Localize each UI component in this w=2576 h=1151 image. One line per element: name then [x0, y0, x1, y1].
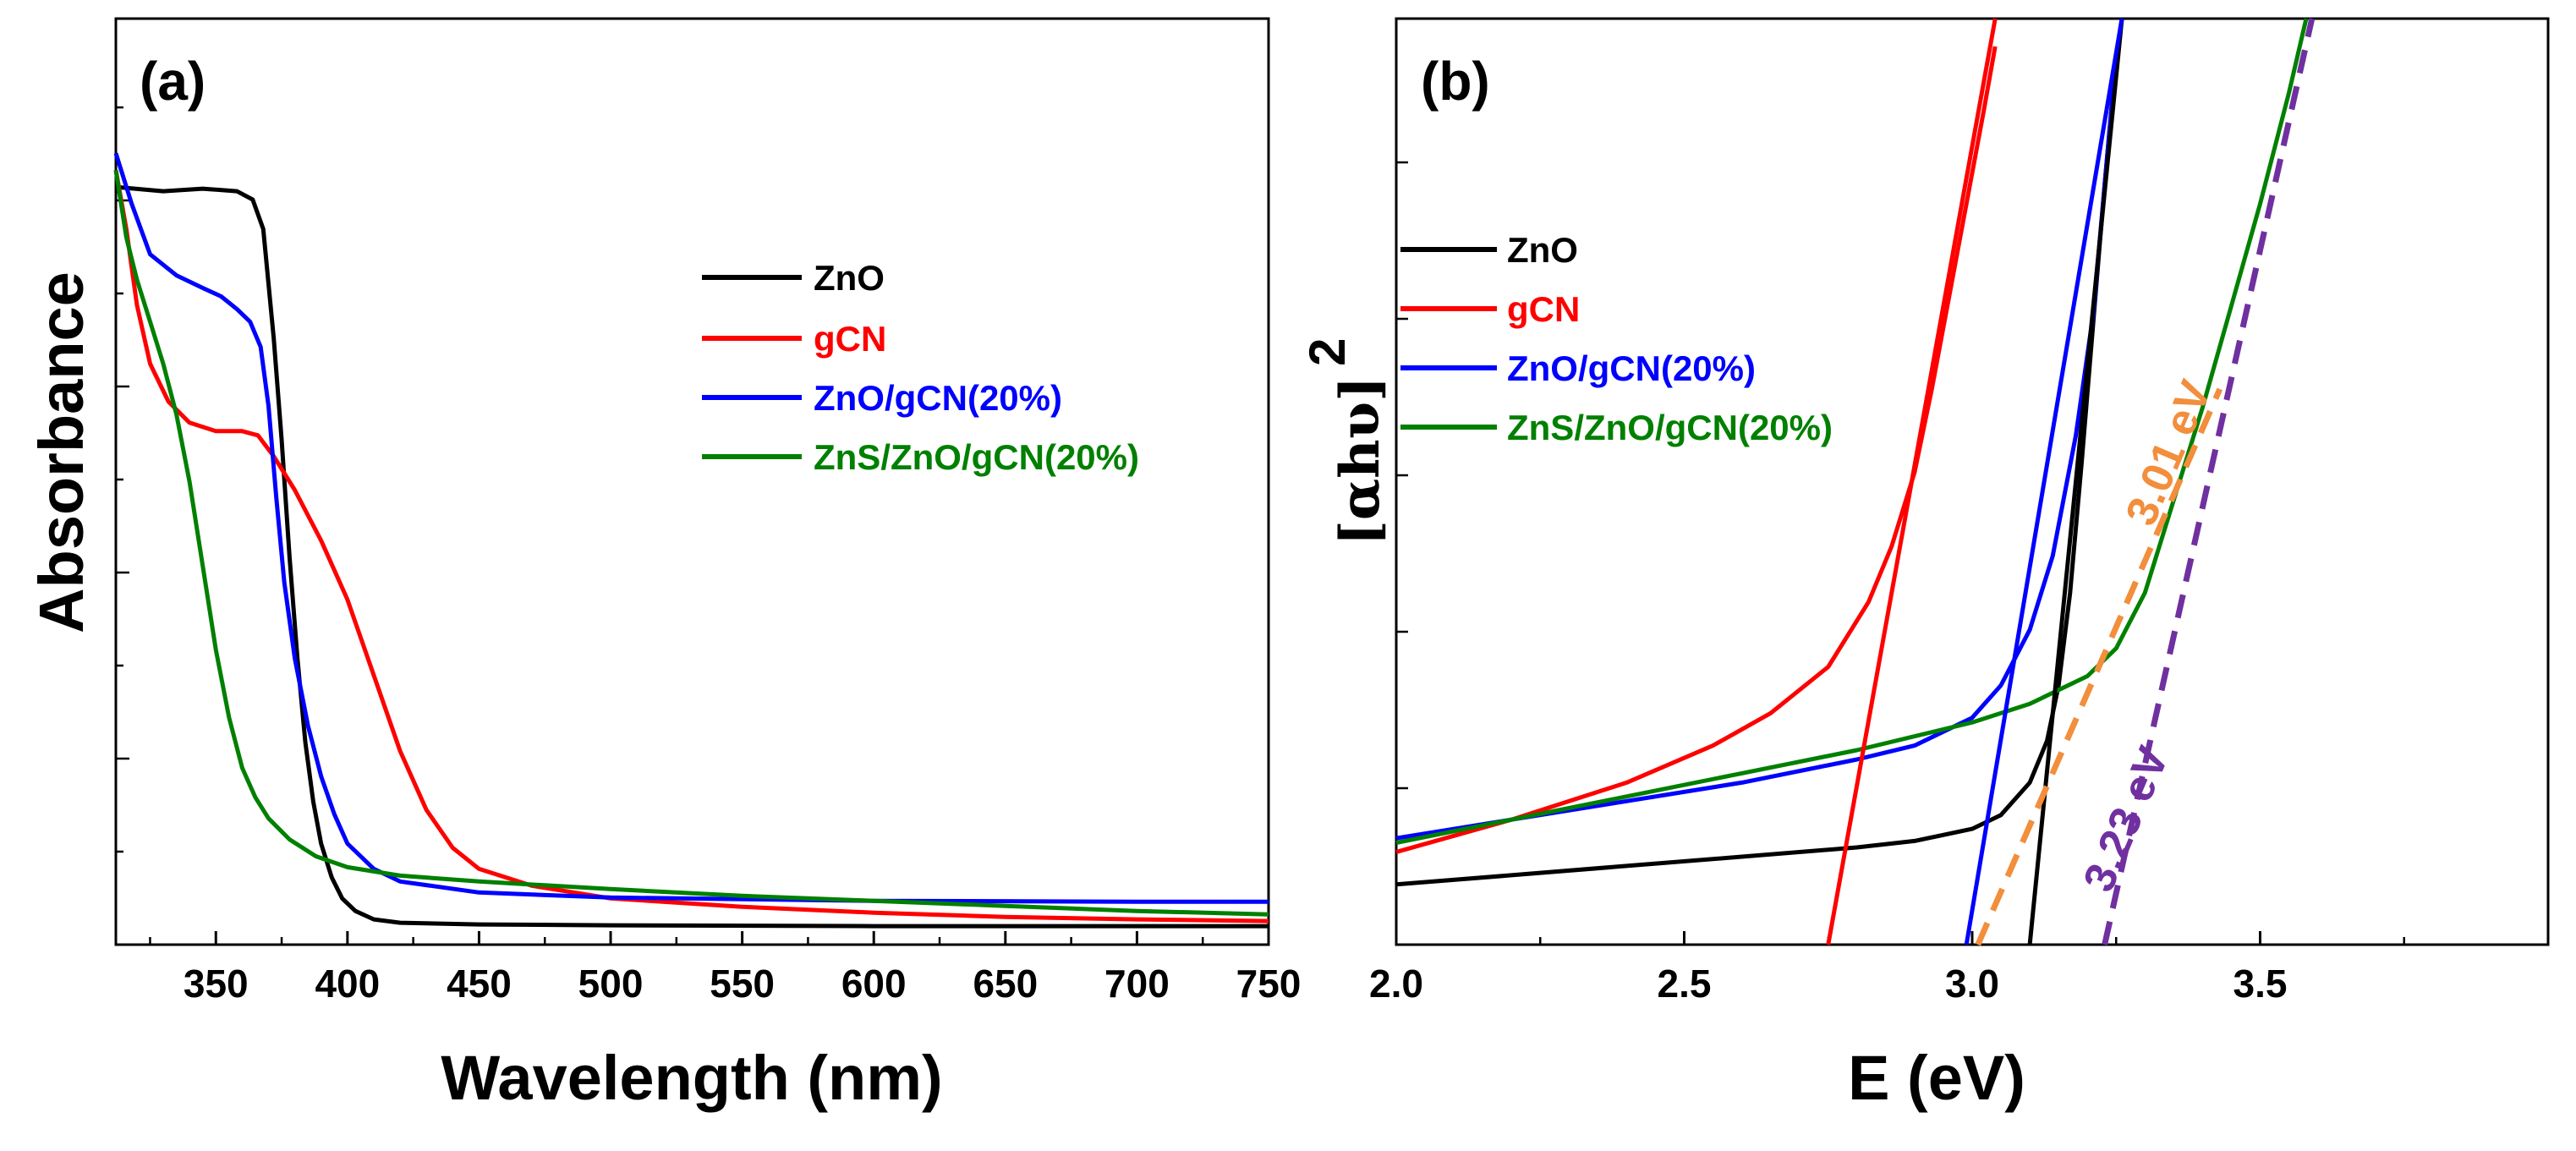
panel-label-b: (b): [1421, 51, 1490, 112]
legend-label-zno-gcn-a: ZnO/gCN(20%): [814, 378, 1062, 418]
y-axis-title-b-main: [αhυ]: [1329, 376, 1392, 546]
x-axis-title-a: Wavelength (nm): [441, 1043, 942, 1113]
x-tick-label-b: 3.0: [1945, 962, 1999, 1006]
fit-line-dashed-3: [1975, 387, 2223, 946]
fit-line-dashed-4: [2102, 18, 2316, 945]
series-line-zns-zno-gcn-20-a: [113, 169, 1269, 917]
x-tick-label-a: 600: [841, 962, 907, 1006]
series-line-zno-gcn-20-a: [113, 152, 1269, 904]
axis-ticks-b: 2.0 2.5 3.0 3.5: [1369, 161, 2405, 1006]
legend-b: ZnO gCN ZnO/gCN(20%) ZnS/ZnO/gCN(20%): [1400, 230, 1833, 447]
x-tick-label-b: 2.0: [1369, 962, 1423, 1006]
axis-ticks-a: 350 400 450 500 550 600 650 700 750: [116, 106, 1302, 1006]
series-line-gcn-b: [1395, 46, 1998, 854]
x-tick-label-a: 550: [710, 962, 775, 1006]
legend-label-zno-b: ZnO: [1507, 230, 1578, 270]
legend-label-zno-a: ZnO: [814, 258, 885, 298]
x-tick-label-b: 3.5: [2233, 962, 2288, 1006]
y-axis-title-a: Absorbance: [26, 271, 96, 633]
legend-a: ZnO gCN ZnO/gCN(20%) ZnS/ZnO/gCN(20%): [702, 258, 1139, 477]
x-tick-label-a: 650: [973, 962, 1038, 1006]
x-tick-label-b: 2.5: [1658, 962, 1712, 1006]
fit-line-solid-0: [1826, 18, 1998, 945]
series-line-zno-a: [115, 184, 1269, 929]
legend-label-zns-zno-gcn-b: ZnS/ZnO/gCN(20%): [1507, 408, 1833, 447]
x-tick-label-a: 750: [1236, 962, 1302, 1006]
panel-label-a: (a): [140, 51, 206, 112]
x-tick-label-a: 700: [1104, 962, 1170, 1006]
tauc-fit-lines-b: [1826, 18, 2316, 946]
x-tick-label-a: 450: [447, 962, 512, 1006]
panel-a: 350 400 450 500 550 600 650 700 750 (a) Waveleng…: [26, 17, 1302, 1113]
plot-frame-a: [114, 17, 1270, 946]
legend-label-gcn-a: gCN: [814, 319, 886, 359]
x-axis-title-b: E (eV): [1848, 1043, 2025, 1113]
series-lines-a: [113, 152, 1269, 929]
y-axis-title-b-superscript: 2: [1299, 338, 1356, 366]
legend-label-gcn-b: gCN: [1507, 289, 1580, 329]
y-axis-title-b: [αhυ] 2: [1299, 338, 1392, 546]
x-tick-label-a: 400: [315, 962, 380, 1006]
legend-label-zno-gcn-b: ZnO/gCN(20%): [1507, 348, 1756, 388]
panel-b: 2.0 2.5 3.0 3.5 (b) E (eV) [αhυ] 2 ZnO gCN …: [1299, 17, 2550, 1113]
series-line-gcn-a: [113, 169, 1269, 924]
x-tick-label-a: 500: [578, 962, 644, 1006]
legend-label-zns-zno-gcn-a: ZnS/ZnO/gCN(20%): [814, 437, 1139, 477]
x-tick-label-a: 350: [184, 962, 249, 1006]
fit-line-solid-2: [1964, 18, 2124, 945]
